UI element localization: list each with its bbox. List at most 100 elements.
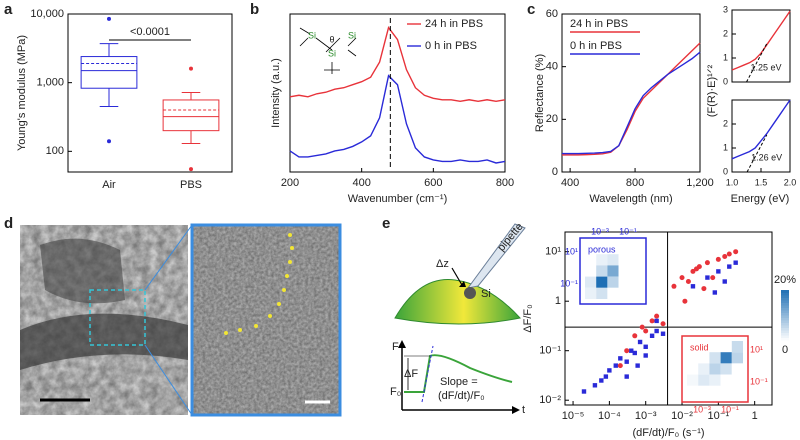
point — [715, 256, 721, 262]
heatmap-cell — [585, 254, 597, 266]
heatmap-cell — [720, 363, 732, 375]
line — [562, 42, 701, 156]
colorbar-step — [781, 317, 789, 321]
diagram-label: t — [522, 404, 525, 416]
point — [682, 298, 688, 304]
annotation: 1.26 eV — [751, 152, 782, 162]
heatmap-tick-label: 10⁻¹ — [750, 376, 768, 386]
legend-label: 0 h in PBS — [570, 40, 622, 52]
x-tick-label: 400 — [561, 177, 579, 189]
x-tick-label: PBS — [180, 179, 202, 191]
point — [716, 269, 721, 274]
fit-line — [746, 43, 768, 83]
y-axis-label: (F(R)·E)¹ᐟ² — [706, 65, 718, 118]
point — [733, 260, 738, 265]
y-axis-label: ΔF/F₀ — [522, 304, 534, 332]
heatmap-cell — [629, 243, 641, 255]
heatmap-cell — [607, 265, 619, 277]
heatmap-cell — [687, 385, 699, 397]
heatmap-tick-label: 10¹ — [750, 344, 763, 354]
molecule-label: Si — [308, 30, 316, 40]
point — [649, 318, 655, 324]
colorbar-step — [781, 332, 789, 336]
box — [80, 56, 138, 89]
heatmap-cell — [596, 287, 608, 299]
line — [289, 25, 506, 102]
heatmap-cell — [629, 254, 641, 266]
heatmap-cell — [596, 254, 608, 266]
heatmap-cell — [731, 341, 743, 353]
x-tick-label: 10⁻¹ — [707, 410, 729, 422]
heatmap-cell — [607, 287, 619, 299]
point — [693, 266, 699, 272]
outlier — [189, 167, 193, 172]
colorbar-step — [781, 305, 789, 308]
y-tick-label: 40 — [546, 61, 558, 73]
x-tick-label: 1 — [752, 410, 758, 422]
panel-label: e — [382, 215, 390, 232]
line — [731, 99, 791, 160]
y-tick-label: 10⁻² — [539, 394, 561, 406]
outlier — [107, 16, 111, 21]
y-tick-label: 0 — [723, 76, 728, 86]
point — [685, 279, 691, 285]
heatmap-tick-label: 10⁻³ — [693, 404, 711, 414]
colorbar-step — [781, 307, 789, 311]
heatmap-tick-label: 10⁻¹ — [560, 278, 578, 288]
heatmap-cell — [709, 385, 721, 397]
colorbar-step — [781, 330, 789, 333]
heatmap-cell — [618, 254, 630, 266]
x-tick-label: 1.5 — [755, 177, 768, 187]
heatmap-cell — [629, 265, 641, 277]
y-tick-label: 1 — [555, 295, 561, 307]
y-tick-label: 10⁻¹ — [539, 345, 561, 357]
colorbar-step — [781, 310, 789, 313]
diagram-label: F₀ — [390, 386, 401, 398]
chart: 0 1 2 3 (F(R)·E)¹ᐟ² 1.25 eV — [706, 4, 791, 118]
chart: 0 1 2 1.0 1.5 2.0 Energy (eV) 1.26 eV — [723, 99, 796, 205]
point — [649, 333, 655, 338]
line — [562, 51, 701, 155]
y-axis-label: Young's modulus (MPa) — [16, 35, 28, 151]
molecule-label: Si — [348, 30, 356, 40]
heatmap-cell — [709, 374, 721, 386]
point — [635, 363, 640, 368]
x-tick-label: 1.0 — [726, 177, 739, 187]
panel-label: c — [527, 1, 535, 18]
point — [679, 275, 685, 281]
x-axis-label: Wavenumber (cm⁻¹) — [348, 193, 448, 205]
point — [660, 331, 666, 336]
point — [624, 359, 629, 364]
heatmap-cell — [596, 243, 608, 255]
heatmap-cell — [698, 374, 710, 386]
y-tick-label: 2 — [723, 118, 728, 128]
point — [603, 374, 609, 379]
heatmap-cell — [698, 363, 710, 375]
heatmap-cell — [720, 385, 732, 397]
point — [624, 348, 630, 354]
point — [637, 339, 643, 345]
y-tick-label: 2 — [723, 28, 728, 38]
point — [632, 350, 637, 356]
point — [607, 368, 612, 373]
point — [710, 275, 716, 281]
point — [690, 268, 696, 274]
point — [632, 333, 638, 339]
plot-frame — [564, 231, 773, 406]
y-tick-label: 1 — [723, 52, 728, 62]
chart: 100 1,000 10,000 Young's modulus (MPa) Air PB… — [16, 8, 233, 191]
x-tick-label: 400 — [352, 177, 370, 189]
colorbar-step — [781, 320, 789, 323]
heatmap-cell — [687, 374, 699, 386]
molecule-label: θ — [329, 34, 334, 44]
y-tick-label: 60 — [546, 8, 558, 20]
micrograph-zoom — [190, 223, 342, 417]
x-tick-label: 10⁻² — [671, 410, 693, 422]
annotation: 1.25 eV — [751, 62, 782, 72]
heatmap-cell — [720, 341, 732, 353]
heatmap-cell — [698, 385, 710, 397]
point — [701, 286, 707, 292]
x-tick-label: 10⁻³ — [635, 410, 657, 422]
